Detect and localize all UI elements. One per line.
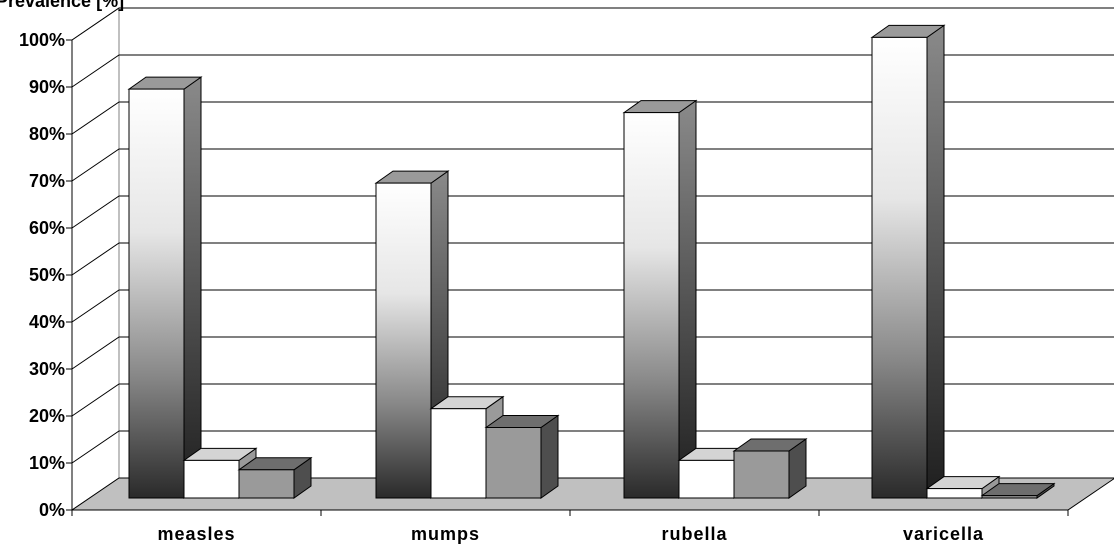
y-tick-label: 100% [19,30,65,50]
bar-varicella-3 [980,482,1056,499]
gridline [71,242,1114,276]
bar-front [981,495,1038,499]
bar-rubella-3 [732,438,808,499]
gridlines [70,7,1114,511]
gridline [71,430,1114,464]
bar-side [678,99,697,499]
bar-side [183,76,202,499]
bars [127,24,1056,499]
gridline [71,54,1114,88]
labels: 0% 10% 20% 30% 40% 50% 60% 70% 80% 90% 100% Prevale… [0,0,984,544]
bar-front [430,408,487,499]
bar-side [540,414,559,499]
bar-front [926,488,983,499]
y-tick-label: 30% [29,359,65,379]
gridline [71,101,1114,135]
y-tick-label: 40% [29,312,65,332]
bar-front [733,450,790,499]
gridline [71,336,1114,370]
y-tick-label: 10% [29,453,65,473]
bar-mumps-3 [484,414,560,499]
gridline [71,195,1114,229]
bar-rubella-1 [622,99,698,499]
category-label-rubella: rubella [661,524,727,544]
gridline [71,289,1114,323]
y-tick-label: 0% [39,500,65,520]
y-axis-title: Prevalence [%] [0,0,124,11]
bar-front [678,459,735,499]
y-tick-label: 20% [29,406,65,426]
category-label-measles: measles [157,524,235,544]
category-label-varicella: varicella [903,524,984,544]
y-tick-label: 50% [29,265,65,285]
bar-measles-1 [127,76,203,499]
floor [70,477,1114,511]
bar-front [485,427,542,499]
bar-side [926,24,945,499]
gridline [71,7,1114,41]
category-label-mumps: mumps [411,524,480,544]
y-tick-label: 60% [29,218,65,238]
bar-front [183,459,240,499]
gridline [71,383,1114,417]
bar-front [238,469,295,499]
bar-front [871,36,928,499]
y-tick-label: 90% [29,77,65,97]
bar-varicella-1 [870,24,946,499]
y-tick-label: 80% [29,124,65,144]
bar-front [375,182,432,499]
bar-front [128,88,185,499]
gridline [71,148,1114,182]
y-tick-label: 70% [29,171,65,191]
bar-measles-3 [237,456,313,499]
axes [66,39,1069,516]
bar-front [623,112,680,499]
